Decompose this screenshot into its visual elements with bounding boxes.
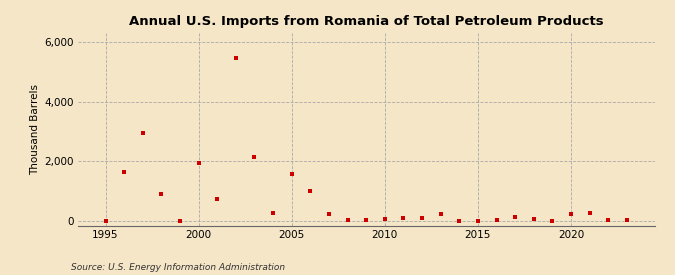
Point: [491, 218, 502, 223]
Point: [360, 218, 371, 222]
Point: [398, 216, 409, 220]
Point: [193, 161, 204, 165]
Point: [416, 216, 427, 220]
Point: [268, 210, 279, 215]
Point: [119, 170, 130, 174]
Point: [622, 218, 632, 222]
Point: [156, 192, 167, 196]
Point: [379, 216, 390, 221]
Point: [323, 211, 334, 216]
Title: Annual U.S. Imports from Romania of Total Petroleum Products: Annual U.S. Imports from Romania of Tota…: [129, 15, 603, 28]
Point: [529, 217, 539, 221]
Point: [454, 219, 464, 223]
Point: [230, 56, 241, 60]
Point: [286, 172, 297, 177]
Point: [435, 212, 446, 216]
Point: [510, 214, 520, 219]
Text: Source: U.S. Energy Information Administration: Source: U.S. Energy Information Administ…: [71, 263, 285, 272]
Point: [342, 217, 353, 222]
Y-axis label: Thousand Barrels: Thousand Barrels: [30, 84, 40, 175]
Point: [249, 155, 260, 159]
Point: [175, 219, 186, 223]
Point: [138, 131, 148, 135]
Point: [305, 188, 316, 193]
Point: [547, 219, 558, 223]
Point: [584, 210, 595, 215]
Point: [472, 219, 483, 223]
Point: [212, 196, 223, 201]
Point: [566, 212, 576, 216]
Point: [100, 219, 111, 223]
Point: [603, 217, 614, 222]
